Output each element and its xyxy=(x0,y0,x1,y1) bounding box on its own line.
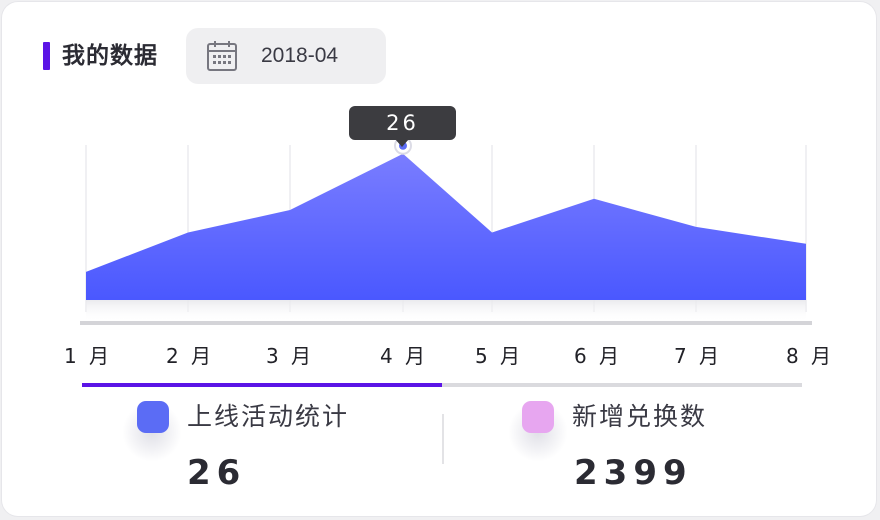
tab-active-indicator xyxy=(82,383,442,387)
x-tick-label: 8 月 xyxy=(785,344,835,368)
x-tick-label: 7 月 xyxy=(673,344,723,368)
x-tick-label: 3 月 xyxy=(265,344,315,368)
calendar-icon xyxy=(207,41,237,71)
legend-swatch-activities xyxy=(137,401,169,433)
x-axis-line xyxy=(80,321,812,325)
selected-month: 2018-04 xyxy=(261,44,339,67)
x-tick-label: 6 月 xyxy=(573,344,623,368)
highlight-tooltip: 26 xyxy=(349,106,456,140)
stat-label-activities: 上线活动统计 xyxy=(187,402,350,431)
stat-label-redemptions: 新增兑换数 xyxy=(572,402,708,431)
month-picker[interactable]: 2018-04 xyxy=(186,28,386,84)
title-accent-bar xyxy=(43,42,50,70)
series-area xyxy=(86,153,806,300)
x-tick-label: 4 月 xyxy=(379,344,429,368)
page-title: 我的数据 xyxy=(62,43,158,69)
x-tick-label: 1 月 xyxy=(63,344,113,368)
legend-swatch-redemptions xyxy=(522,401,554,433)
x-tick-label: 2 月 xyxy=(165,344,215,368)
tooltip-arrow xyxy=(395,139,409,147)
stat-value-activities: 26 xyxy=(187,453,247,493)
stat-divider xyxy=(442,414,444,464)
tab-track xyxy=(82,383,802,387)
x-tick-label: 5 月 xyxy=(474,344,524,368)
area-shadow xyxy=(86,300,806,322)
stat-value-redemptions: 2399 xyxy=(574,453,693,493)
